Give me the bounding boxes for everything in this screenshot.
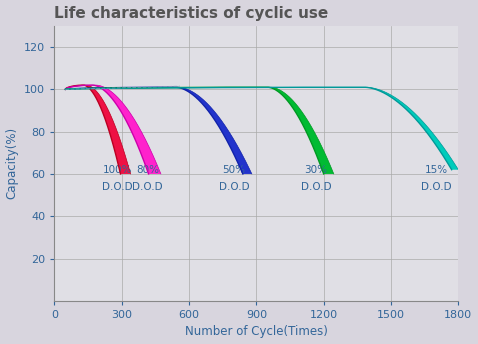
Polygon shape bbox=[65, 85, 130, 174]
Text: D.O.D: D.O.D bbox=[421, 182, 451, 192]
Y-axis label: Capacity(%): Capacity(%) bbox=[6, 127, 19, 200]
Polygon shape bbox=[65, 87, 252, 174]
Text: 30%: 30% bbox=[304, 165, 327, 175]
Text: D.O.D: D.O.D bbox=[132, 182, 163, 192]
Text: Life characteristics of cyclic use: Life characteristics of cyclic use bbox=[54, 6, 328, 21]
Polygon shape bbox=[65, 87, 458, 170]
Text: 80%: 80% bbox=[136, 165, 159, 175]
Text: D.O.D: D.O.D bbox=[218, 182, 249, 192]
Polygon shape bbox=[65, 85, 161, 174]
Polygon shape bbox=[65, 87, 334, 174]
Text: 50%: 50% bbox=[222, 165, 245, 175]
X-axis label: Number of Cycle(Times): Number of Cycle(Times) bbox=[185, 325, 328, 338]
Text: 100%: 100% bbox=[102, 165, 132, 175]
Text: D.O.D: D.O.D bbox=[102, 182, 132, 192]
Text: D.O.D: D.O.D bbox=[301, 182, 331, 192]
Text: 15%: 15% bbox=[424, 165, 447, 175]
